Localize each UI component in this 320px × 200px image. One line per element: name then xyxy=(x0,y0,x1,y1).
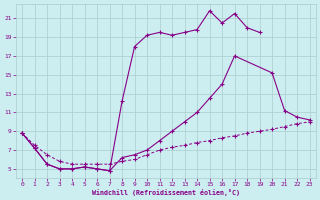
X-axis label: Windchill (Refroidissement éolien,°C): Windchill (Refroidissement éolien,°C) xyxy=(92,189,240,196)
